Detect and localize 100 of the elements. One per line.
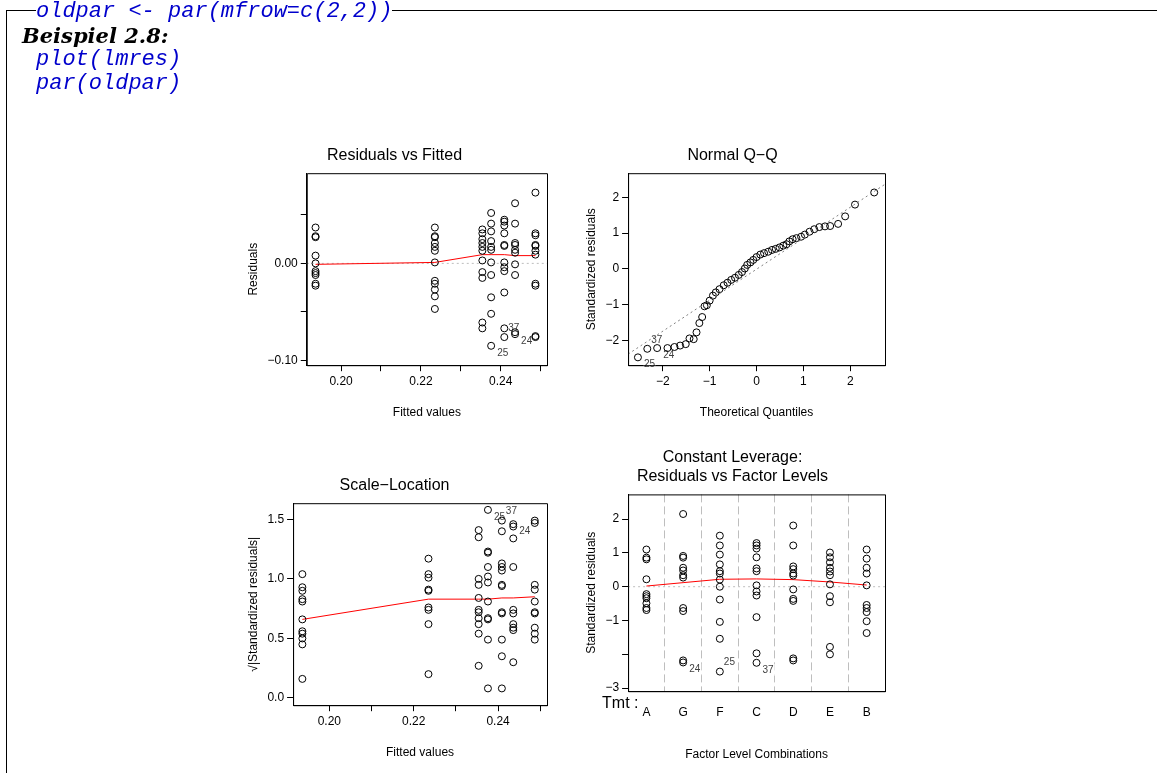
x-axis-title: Theoretical Quantiles <box>699 405 814 420</box>
y-tick-label: 0 <box>612 261 620 276</box>
point <box>676 341 685 350</box>
point <box>764 247 773 256</box>
x-tick-label: 0 <box>753 373 761 388</box>
x-tick-label: B <box>862 704 871 719</box>
point <box>715 285 724 294</box>
point <box>740 264 749 273</box>
point <box>749 255 758 264</box>
point <box>746 258 755 267</box>
y-tick-label: 2 <box>612 189 620 204</box>
y-tick-label: −3 <box>605 680 620 695</box>
point <box>756 250 765 259</box>
y-tick-label: 2 <box>612 511 620 526</box>
x-tick-label: E <box>825 704 834 719</box>
y-tick-label: −1 <box>605 612 620 627</box>
annotation: 25 <box>497 346 509 358</box>
point <box>698 313 707 322</box>
text: Beispiel 2.8: <box>22 23 169 48</box>
annotation: 37 <box>505 505 518 517</box>
y-tick-label: 1 <box>612 225 620 240</box>
annotation: 37 <box>762 663 775 675</box>
point <box>719 281 728 290</box>
point <box>723 278 732 287</box>
point <box>820 222 829 231</box>
point <box>841 212 850 221</box>
x-tick-label: G <box>678 704 688 719</box>
point <box>633 353 642 362</box>
y-tick-label: −0.10 <box>267 352 299 367</box>
point <box>771 244 780 253</box>
point <box>708 291 717 300</box>
y-tick-label: 1.0 <box>267 571 285 586</box>
chart-title: Scale−Location <box>339 476 450 494</box>
x-tick-label: 0.22 <box>409 373 433 388</box>
y-tick-label: 0.5 <box>267 630 285 645</box>
y-tick-label: 0.0 <box>267 690 285 705</box>
x-tick-label: A <box>642 704 651 719</box>
point <box>689 335 698 344</box>
x-tick-label: 0.20 <box>317 713 342 728</box>
point <box>743 260 752 269</box>
chart-title: Residuals vs Fitted <box>326 146 463 164</box>
annotation: 24 <box>521 334 533 346</box>
point <box>738 268 747 277</box>
x-axis-title: Factor Level Combinations <box>685 747 828 762</box>
chart-title: Normal Q−Q <box>687 146 778 164</box>
annotation: 37 <box>651 333 663 345</box>
point <box>779 241 788 250</box>
point <box>805 227 814 236</box>
y-axis-title: Standardized residuals <box>583 208 598 331</box>
point <box>870 188 879 197</box>
point <box>711 288 720 297</box>
x-tick-label: F <box>716 704 724 719</box>
text: plot(lmres) <box>36 47 182 72</box>
point <box>851 200 859 209</box>
point <box>705 296 714 305</box>
point <box>734 270 743 279</box>
point <box>685 334 694 343</box>
point <box>752 253 761 262</box>
text: Tmt : <box>602 693 639 711</box>
x-axis-title: Fitted values <box>386 745 455 760</box>
x-tick-label: 0.22 <box>402 713 426 728</box>
x-tick-label: 0.24 <box>486 713 511 728</box>
x-tick-label: 0.24 <box>489 373 513 388</box>
y-axis-title: Residuals <box>245 242 260 296</box>
point <box>785 237 794 246</box>
text: oldpar <- par(mfrow=c(2,2)) <box>36 0 393 24</box>
y-tick-label: 1 <box>612 545 620 560</box>
y-tick-label: 1.5 <box>267 511 285 526</box>
point <box>834 219 843 228</box>
point <box>695 319 704 328</box>
y-axis-title: √|Standardized residuals| <box>245 536 260 672</box>
y-tick-label: −1 <box>605 296 620 311</box>
point <box>643 344 652 353</box>
point <box>730 273 739 282</box>
point <box>800 230 809 239</box>
point <box>797 232 806 241</box>
y-axis-title: Standardized residuals <box>583 531 598 654</box>
point <box>653 344 662 353</box>
point <box>775 243 784 252</box>
x-tick-label: −1 <box>702 373 717 388</box>
point <box>810 225 819 234</box>
point <box>727 275 736 284</box>
x-axis-title: Fitted values <box>392 405 461 420</box>
annotation: 24 <box>663 348 675 360</box>
x-tick-label: 0.20 <box>329 373 354 388</box>
point <box>826 222 835 231</box>
point <box>788 235 797 244</box>
x-tick-label: C <box>752 704 762 719</box>
x-tick-label: 2 <box>846 373 854 388</box>
x-tick-label: 1 <box>800 373 808 388</box>
text: par(oldpar) <box>36 71 182 96</box>
annotation: 24 <box>519 524 531 536</box>
point <box>760 249 769 258</box>
point <box>768 245 777 254</box>
point <box>782 240 791 249</box>
x-tick-label: −2 <box>655 373 670 388</box>
y-tick-label: 0 <box>612 579 620 594</box>
point <box>681 340 690 349</box>
point <box>815 223 824 232</box>
x-tick-label: D <box>788 704 798 719</box>
